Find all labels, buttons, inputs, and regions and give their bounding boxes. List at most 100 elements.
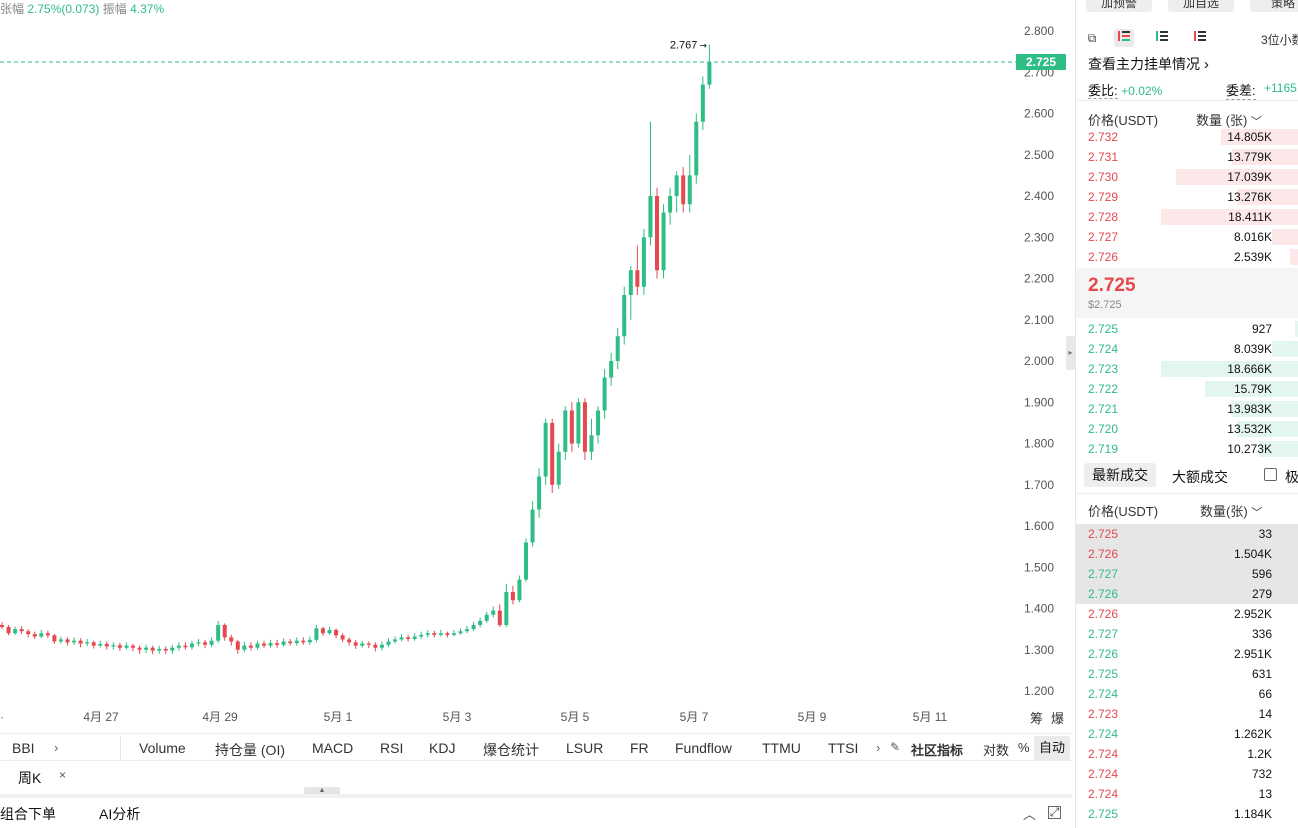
bid-row[interactable]: 2.723 18.666K [1076,359,1298,379]
add-alert-button[interactable]: 加预警 [1086,0,1152,12]
bid-row[interactable]: 2.722 15.79K [1076,379,1298,399]
trade-qty: 13 [1258,787,1272,801]
ask-row[interactable]: 2.731 13.779K [1076,147,1298,167]
ask-row[interactable]: 2.732 14.805K [1076,127,1298,147]
qty-column-header[interactable]: 数量(张) ﹀ [1200,501,1262,520]
period-tag-weekly[interactable]: 周K [18,770,42,786]
percent-scale-toggle[interactable]: % [1018,740,1030,755]
indicator-kdj[interactable]: KDJ [429,740,456,756]
log-scale-toggle[interactable]: 对数 [983,743,1010,758]
bid-row[interactable]: 2.721 13.983K [1076,399,1298,419]
expand-icon[interactable]: ⤢ [1048,805,1061,819]
indicator-ttmu[interactable]: TTMU [762,740,801,756]
view-both-icon[interactable] [1114,29,1134,47]
liquidation-button[interactable]: 爆 [1051,711,1064,726]
edit-icon[interactable]: ✎ [890,740,901,754]
auto-scale-button[interactable]: 自动 [1034,736,1070,760]
depth-bar [1161,361,1298,377]
candle-body [445,633,450,635]
indicator-open-interest[interactable]: 持仓量 (OI) [215,742,285,758]
trade-qty: 336 [1251,627,1272,641]
indicator-volume[interactable]: Volume [139,740,186,756]
strategy-button[interactable]: 策略 [1250,0,1298,12]
price-tick-label: 1.500 [1024,560,1054,574]
candle-body [242,645,247,650]
tab-combo-order[interactable]: 组合下单 [0,806,56,822]
amplitude-label: 振幅 [102,2,127,16]
candle-body [314,628,319,640]
date-tick-label: · [0,710,4,724]
candle-body [334,629,339,636]
row-qty: 13.276K [1227,190,1272,204]
view-asks-icon[interactable] [1190,29,1210,47]
chevron-right-icon[interactable]: › [876,740,881,755]
close-icon[interactable]: × [59,768,67,782]
community-indicators[interactable]: 社区指标 [911,743,964,758]
panel-collapse-handle[interactable]: ▸ [1066,336,1075,370]
bid-row[interactable]: 2.720 13.532K [1076,419,1298,439]
row-qty: 10.273K [1227,442,1272,456]
price-tick-label: 2.200 [1024,272,1054,286]
depth-bar [1232,401,1298,417]
indicator-fr[interactable]: FR [630,740,649,756]
bid-row[interactable]: 2.725 927 [1076,319,1298,339]
decimals-selector[interactable]: 3位小数 [1261,33,1298,47]
trade-price: 2.726 [1088,587,1119,601]
candle-body [235,641,240,650]
view-bids-icon[interactable] [1152,29,1172,47]
ask-row[interactable]: 2.730 17.039K [1076,167,1298,187]
candle-body [144,647,149,650]
indicator-macd[interactable]: MACD [312,740,354,756]
trade-row: 2.725 33 [1076,524,1298,544]
indicator-bbi[interactable]: BBI [12,740,35,756]
candle-body [262,643,266,646]
depth-bar [1272,341,1298,357]
last-price: 2.725 [1088,275,1136,296]
candle-body [222,625,227,638]
depth-bar [1232,149,1298,165]
chip-distribution-button[interactable]: 筹 [1030,711,1043,726]
indicator-fundflow[interactable]: Fundflow [675,740,732,756]
candle-body [373,644,378,648]
drag-handle[interactable]: ▲ [304,787,340,795]
candle-body [32,634,37,637]
bid-row[interactable]: 2.719 10.273K [1076,439,1298,459]
date-tick-label: 4月 29 [202,710,238,724]
candle-body [655,196,659,271]
candle-body [451,633,456,635]
candle-body [524,542,528,580]
ask-row[interactable]: 2.726 2.539K [1076,247,1298,267]
row-price: 2.722 [1088,382,1119,396]
candle-body [648,196,653,238]
chevron-up-icon[interactable]: ︿ [1023,807,1037,822]
qty-column-label: 数量 (张) [1196,113,1248,128]
bid-row[interactable]: 2.724 8.039K [1076,339,1298,359]
row-qty: 8.016K [1233,230,1272,244]
price-column-header: 价格(USDT) [1088,504,1159,519]
row-price: 2.726 [1088,250,1119,264]
indicator-lsur[interactable]: LSUR [566,740,604,756]
ask-row[interactable]: 2.728 18.411K [1076,207,1298,227]
extreme-checkbox[interactable] [1264,468,1277,481]
tab-large-trades[interactable]: 大额成交 [1172,469,1228,485]
indicator-rsi[interactable]: RSI [380,740,404,756]
qty-column-header[interactable]: 数量 (张) ﹀ [1196,110,1262,129]
popout-icon[interactable]: ⧉ [1087,31,1097,45]
candle-body [170,647,175,651]
chevron-right-icon[interactable]: › [54,740,59,755]
tab-latest-trades[interactable]: 最新成交 [1084,463,1156,487]
trade-price: 2.724 [1088,787,1119,801]
view-large-orders-link[interactable]: 查看主力挂单情况 › [1088,54,1209,74]
indicator-liquidation[interactable]: 爆仓统计 [483,742,539,758]
row-price: 2.731 [1088,150,1119,164]
ask-row[interactable]: 2.729 13.276K [1076,187,1298,207]
depth-bar [1161,209,1298,225]
trade-row: 2.726 2.951K [1076,644,1298,664]
row-price: 2.729 [1088,190,1119,204]
add-watchlist-button[interactable]: 加自选 [1168,0,1234,12]
tab-ai-analysis[interactable]: AI分析 [99,806,141,822]
candlestick-chart[interactable]: 2.8002.7002.6002.5002.4002.3002.2002.100… [0,0,1072,733]
trade-price: 2.724 [1088,747,1119,761]
indicator-ttsi[interactable]: TTSI [828,740,859,756]
ask-row[interactable]: 2.727 8.016K [1076,227,1298,247]
